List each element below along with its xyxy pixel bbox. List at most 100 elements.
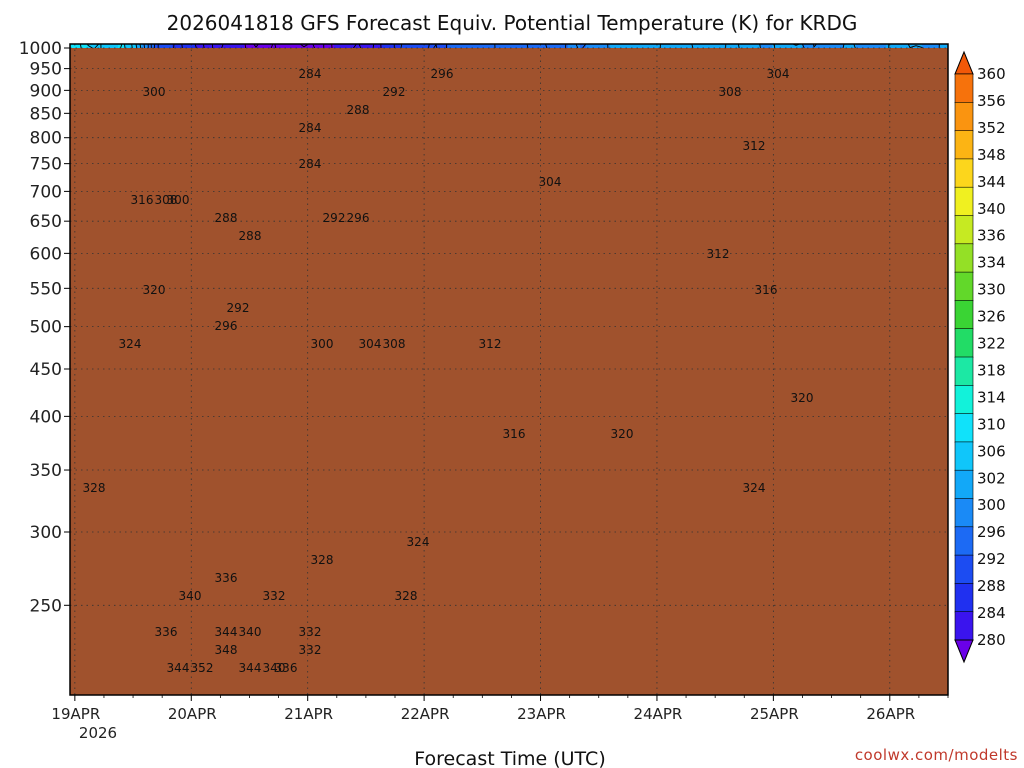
field-cell — [382, 44, 389, 51]
field-cell — [886, 44, 893, 51]
field-cell — [454, 44, 461, 51]
field-cell — [412, 44, 419, 51]
field-cell — [928, 44, 935, 51]
field-cell — [616, 44, 623, 51]
field-cell — [778, 44, 785, 51]
field-cell — [478, 44, 485, 51]
field-cell — [880, 44, 887, 51]
field-cell — [436, 44, 443, 51]
field-cell — [688, 44, 695, 51]
field-cell — [190, 44, 197, 51]
field-cell — [820, 44, 827, 51]
field-cell — [754, 44, 761, 51]
field-cell — [220, 44, 227, 51]
field-cell — [934, 44, 941, 51]
field-cell — [652, 44, 659, 51]
field-cell — [634, 44, 641, 51]
field-cell — [838, 44, 845, 51]
field-cell — [742, 44, 749, 51]
field-cell — [706, 44, 713, 51]
field-cell — [160, 44, 167, 51]
field-cell — [796, 44, 803, 51]
field-cell — [670, 44, 677, 51]
field-cell — [946, 44, 948, 51]
field-cell — [676, 44, 683, 51]
field-cell — [112, 44, 119, 51]
field-cell — [772, 44, 779, 51]
field-cell — [232, 44, 239, 51]
field-cell — [292, 44, 299, 51]
field-cell — [724, 44, 731, 51]
field-cell — [376, 44, 383, 51]
field-cell — [910, 44, 917, 51]
field-cell — [760, 44, 767, 51]
field-cell — [226, 44, 233, 51]
field-cell — [610, 44, 617, 51]
field-cell — [262, 44, 269, 51]
field-cell — [904, 44, 911, 51]
field-cell — [514, 44, 521, 51]
field-cell — [406, 44, 413, 51]
field-cell — [70, 44, 77, 51]
field-cell — [448, 44, 455, 51]
field-cell — [598, 44, 605, 51]
field-cell — [214, 44, 221, 51]
field-cell — [472, 44, 479, 51]
field-cell — [892, 44, 899, 51]
field-cell — [496, 44, 503, 51]
field-cell — [802, 44, 809, 51]
field-cell — [310, 44, 317, 51]
field-cell — [844, 44, 851, 51]
field-cell — [748, 44, 755, 51]
chart-title: 2026041818 GFS Forecast Equiv. Potential… — [167, 11, 858, 35]
field-cell — [592, 44, 599, 51]
field-cell — [388, 44, 395, 51]
field-cell — [106, 44, 113, 51]
field-cell — [484, 44, 491, 51]
field-cell — [568, 44, 575, 51]
field-cell — [430, 44, 437, 51]
field-cell — [334, 44, 341, 51]
field-cell — [916, 44, 923, 51]
field-cell — [346, 44, 353, 51]
field-cell — [808, 44, 815, 51]
field-cell — [178, 44, 185, 51]
field-cell — [814, 44, 821, 51]
field-cell — [868, 44, 875, 51]
field-cell — [526, 44, 533, 51]
field-cell — [394, 44, 401, 51]
field-cell — [712, 44, 719, 51]
field-cell — [538, 44, 545, 51]
field-cell — [358, 44, 365, 51]
field-cell — [304, 44, 311, 51]
field-cell — [166, 44, 173, 51]
field-cell — [784, 44, 791, 51]
field-cell — [502, 44, 509, 51]
field-cell — [622, 44, 629, 51]
field-cell — [280, 44, 287, 51]
field-cell — [460, 44, 467, 51]
field-cell — [520, 44, 527, 51]
field-cell — [556, 44, 563, 51]
field-cell — [940, 44, 947, 51]
field-cell — [544, 44, 551, 51]
field-cell — [730, 44, 737, 51]
field-cell — [196, 44, 203, 51]
field-cell — [322, 44, 329, 51]
field-cell — [898, 44, 905, 51]
field-cell — [256, 44, 263, 51]
field-cell — [100, 44, 107, 51]
field-cell — [646, 44, 653, 51]
field-cell — [664, 44, 671, 51]
field-cell — [490, 44, 497, 51]
field-cell — [400, 44, 407, 51]
field-cell — [274, 44, 281, 51]
field-cell — [550, 44, 557, 51]
field-cell — [718, 44, 725, 51]
field-cell — [202, 44, 209, 51]
field-cell — [172, 44, 179, 51]
field-cell — [118, 44, 125, 51]
field-cell — [532, 44, 539, 51]
field-cell — [94, 44, 101, 51]
